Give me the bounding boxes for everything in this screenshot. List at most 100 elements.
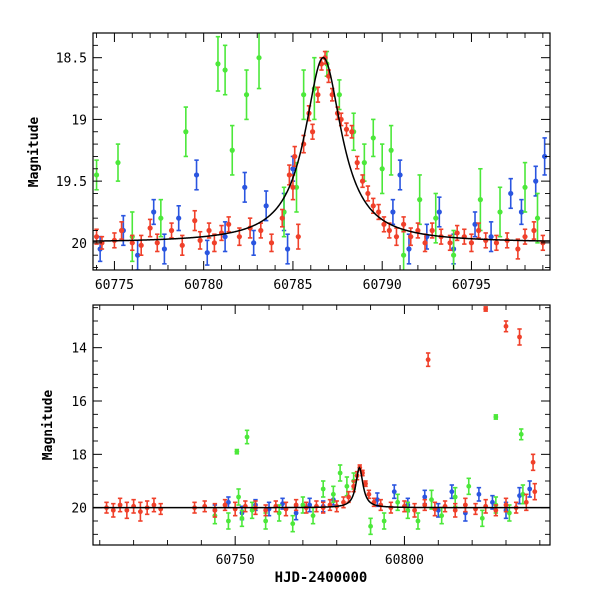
data-point-red xyxy=(168,222,175,239)
top-panel-tick-labels: 60775 60780 60785 60790 60795 18.5 19 19.5 20 xyxy=(56,52,491,293)
bottom-panel-tick-labels: 60750 60800 14 16 18 20 xyxy=(71,342,424,568)
data-point-green xyxy=(336,79,342,111)
data-point-green xyxy=(300,496,306,514)
data-point-red xyxy=(118,221,125,240)
data-point-red xyxy=(309,123,316,140)
bottom-panel-ticks xyxy=(93,305,550,545)
data-point-blue xyxy=(222,221,228,253)
data-point-red xyxy=(158,502,164,516)
y-tick-label: 18.5 xyxy=(56,52,87,67)
data-point-red xyxy=(462,497,468,513)
data-point-red xyxy=(322,50,328,65)
data-point-blue xyxy=(151,198,157,226)
data-point-green xyxy=(451,229,457,270)
data-point-green xyxy=(158,198,164,238)
data-point-red xyxy=(349,124,355,139)
data-point-green xyxy=(311,56,317,121)
top-panel: 60775 60780 60785 60790 60795 18.5 19 19.5 20 Ma… xyxy=(27,32,551,293)
x-tick-label: 60790 xyxy=(363,278,402,293)
data-point-red xyxy=(461,228,467,245)
data-point-blue xyxy=(436,196,442,228)
data-point-green xyxy=(244,429,250,445)
x-tick-label: 60800 xyxy=(385,553,424,568)
bottom-panel-ylabel: Magnitude xyxy=(41,390,56,461)
data-point-red xyxy=(93,228,100,245)
data-point-red xyxy=(393,227,400,247)
bottom-panel-xlabel: HJD-2400000 xyxy=(275,570,368,586)
data-point-red xyxy=(503,497,509,513)
data-point-red xyxy=(192,209,198,232)
data-point-green xyxy=(290,514,296,533)
bottom-panel-frame xyxy=(92,304,551,546)
data-point-green xyxy=(433,192,439,244)
data-point-green xyxy=(93,159,100,191)
y-tick-label: 19 xyxy=(71,113,87,128)
data-point-green xyxy=(370,118,376,158)
data-point-blue xyxy=(508,177,514,210)
data-point-green xyxy=(243,69,250,121)
data-point-green xyxy=(401,229,407,270)
data-point-green xyxy=(466,477,472,496)
data-point-red xyxy=(211,233,217,253)
bottom-panel-data xyxy=(104,306,538,536)
data-point-green xyxy=(368,517,373,536)
data-point-red xyxy=(341,496,346,509)
data-point-green xyxy=(405,501,411,520)
data-point-red xyxy=(151,497,157,513)
data-point-red xyxy=(295,223,301,250)
data-point-blue xyxy=(542,137,548,176)
data-point-red xyxy=(137,501,143,522)
data-point-red xyxy=(273,500,279,513)
data-point-blue xyxy=(472,211,478,238)
data-point-red xyxy=(293,498,299,512)
data-point-blue xyxy=(397,159,403,191)
bottom-panel: 60750 60800 14 16 18 20 Magnitude HJD-2400000 xyxy=(41,304,551,586)
x-tick-label: 60795 xyxy=(452,278,491,293)
top-panel-ticks xyxy=(93,32,550,270)
data-point-red xyxy=(422,498,428,512)
data-point-green xyxy=(429,489,434,510)
data-point-green xyxy=(497,186,503,238)
data-point-red xyxy=(110,502,116,518)
data-point-blue xyxy=(242,171,248,203)
data-point-red xyxy=(343,122,350,137)
data-point-red xyxy=(522,228,528,245)
y-tick-label: 20 xyxy=(71,502,87,517)
data-point-blue xyxy=(476,486,482,502)
data-point-green xyxy=(330,485,336,504)
data-point-red xyxy=(475,222,482,239)
data-point-green xyxy=(534,192,541,244)
data-point-green xyxy=(479,509,485,528)
data-point-red xyxy=(468,233,475,253)
data-point-red xyxy=(415,222,421,239)
data-point-red xyxy=(473,502,478,516)
data-point-red xyxy=(452,502,458,518)
data-point-red xyxy=(117,497,123,513)
data-point-green xyxy=(522,161,528,213)
data-point-blue xyxy=(488,221,494,253)
data-point-blue xyxy=(518,198,525,226)
data-point-red xyxy=(532,482,538,501)
data-point-red xyxy=(365,185,371,202)
data-point-blue xyxy=(533,165,539,197)
data-point-red xyxy=(314,500,319,513)
data-point-green xyxy=(344,476,350,497)
top-panel-ylabel: Magnitude xyxy=(27,117,42,188)
data-point-red xyxy=(530,453,536,472)
y-tick-label: 19.5 xyxy=(56,175,87,190)
data-point-red xyxy=(138,234,144,256)
data-point-green xyxy=(381,512,387,530)
data-point-red xyxy=(131,498,137,514)
data-point-red xyxy=(503,320,509,333)
data-point-red xyxy=(381,216,387,233)
data-point-green xyxy=(320,480,326,498)
bottom-panel-model-curve xyxy=(93,466,550,509)
data-point-red xyxy=(483,306,489,312)
data-point-green xyxy=(229,124,235,176)
data-point-green xyxy=(388,124,394,176)
x-tick-label: 60785 xyxy=(273,278,312,293)
data-point-blue xyxy=(391,484,397,500)
data-point-red xyxy=(425,352,431,368)
data-point-red xyxy=(359,174,366,189)
